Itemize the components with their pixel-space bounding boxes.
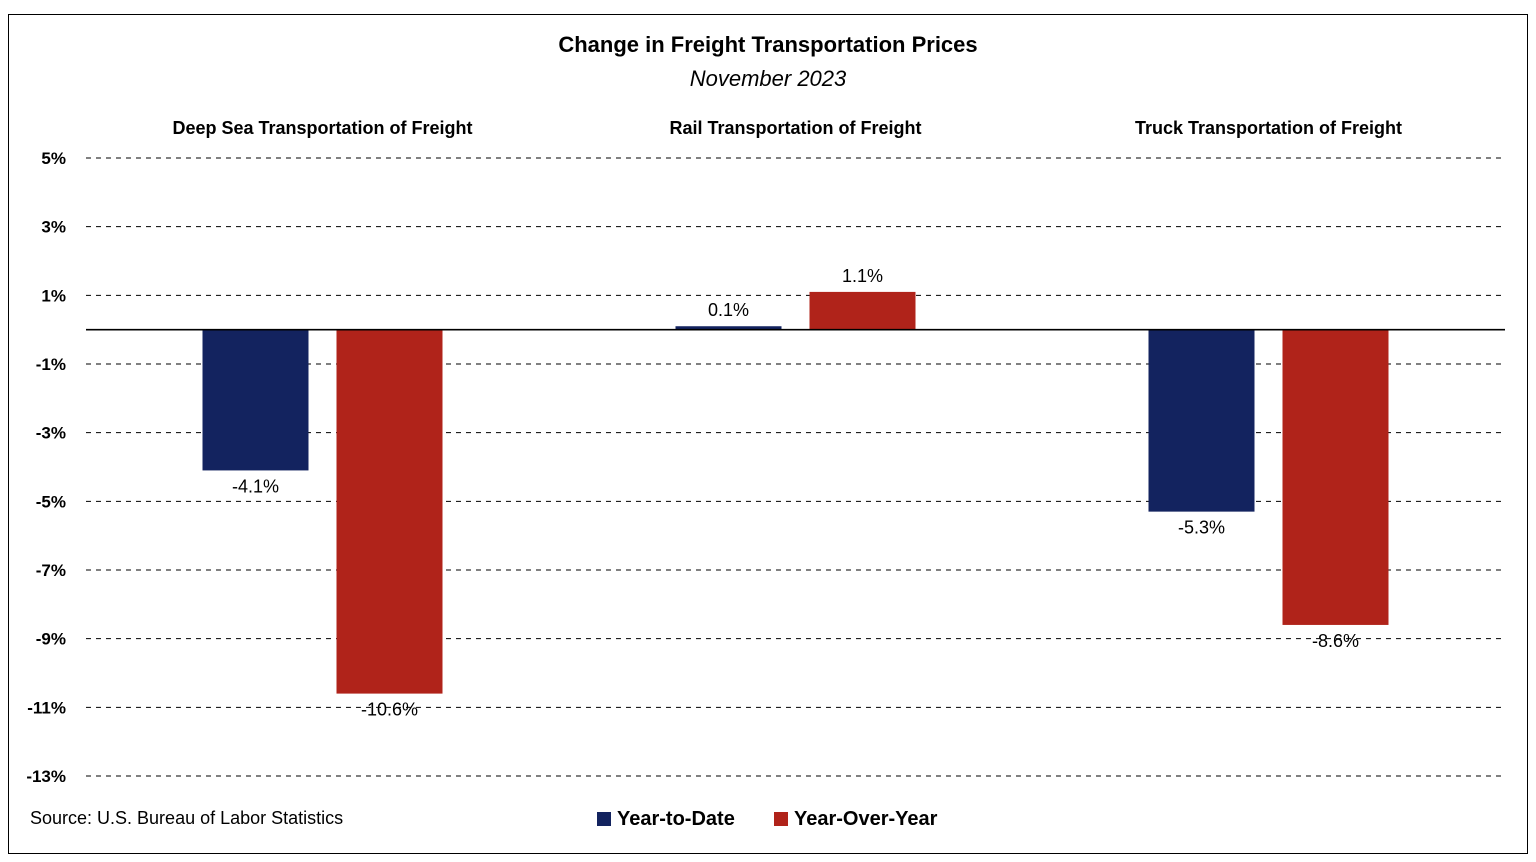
y-tick-label: -5%: [36, 492, 66, 511]
data-labels: -4.1% -10.6% 0.1% 1.1% -5.3% -8.6%: [232, 266, 1359, 720]
legend-swatch: [597, 812, 611, 826]
category-label: Deep Sea Transportation of Freight: [172, 118, 472, 138]
data-label: -4.1%: [232, 476, 279, 496]
y-tick-label: -11%: [27, 698, 66, 717]
data-label: 0.1%: [708, 300, 749, 320]
category-label: Rail Transportation of Freight: [669, 118, 921, 138]
y-tick-label: -9%: [36, 630, 66, 649]
data-label: 1.1%: [842, 266, 883, 286]
y-tick-label: -3%: [36, 424, 66, 443]
y-axis: 5% 3% 1% -1% -3% -5% -7% -9% -11% -13%: [26, 149, 66, 786]
bar: [809, 291, 916, 330]
chart-subtitle: November 2023: [690, 66, 847, 91]
data-label: -5.3%: [1178, 518, 1225, 538]
legend-label: Year-Over-Year: [794, 808, 938, 830]
y-tick-label: -13%: [26, 767, 66, 786]
bar: [1282, 329, 1389, 625]
y-tick-label: 5%: [41, 149, 66, 168]
category-label: Truck Transportation of Freight: [1135, 118, 1402, 138]
data-label: -8.6%: [1312, 631, 1359, 651]
bar: [1148, 329, 1255, 512]
y-tick-label: 3%: [41, 218, 66, 237]
data-label: -10.6%: [361, 700, 418, 720]
chart-title: Change in Freight Transportation Prices: [558, 32, 977, 57]
bar: [675, 326, 782, 330]
source-note: Source: U.S. Bureau of Labor Statistics: [30, 808, 343, 828]
legend-label: Year-to-Date: [617, 808, 735, 830]
y-tick-label: -1%: [36, 355, 66, 374]
bar: [202, 329, 309, 471]
category-labels: Deep Sea Transportation of Freight Rail T…: [172, 118, 1402, 138]
legend: Year-to-Date Year-Over-Year: [597, 808, 938, 830]
y-tick-label: -7%: [36, 561, 66, 580]
gridlines: [86, 157, 1505, 777]
bar: [336, 329, 443, 694]
legend-swatch: [774, 812, 788, 826]
y-tick-label: 1%: [41, 286, 66, 305]
bars: [202, 291, 1389, 694]
